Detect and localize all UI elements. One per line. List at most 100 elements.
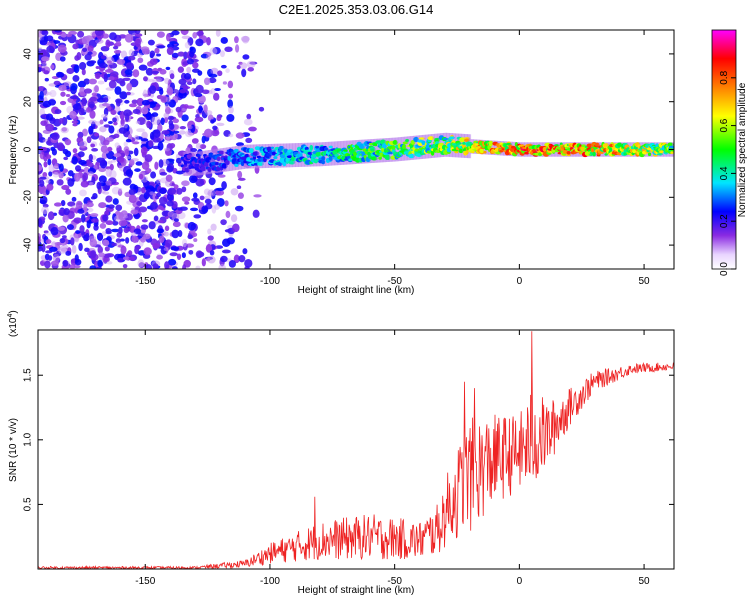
heatmap-cell <box>240 35 250 42</box>
colorbar-tick-label: 0.4 <box>719 166 730 180</box>
heatmap-cell <box>100 113 109 119</box>
heatmap-cell <box>228 106 234 114</box>
heatmap-cell <box>144 154 153 163</box>
heatmap-cell <box>38 235 41 245</box>
heatmap-cell <box>123 141 128 147</box>
heatmap-cell <box>592 151 596 157</box>
heatmap-cell <box>89 96 97 102</box>
heatmap-cell <box>493 140 497 156</box>
heatmap-cell <box>38 132 43 141</box>
heatmap-cell <box>127 55 136 61</box>
heatmap-cell <box>126 83 133 91</box>
heatmap-cell <box>88 125 94 135</box>
heatmap-cell <box>368 142 374 146</box>
heatmap-cell <box>40 120 48 126</box>
heatmap-cell <box>169 41 178 45</box>
heatmap-cell <box>617 142 623 147</box>
heatmap-cell <box>199 195 205 201</box>
heatmap-cell <box>88 153 93 162</box>
heatmap-cell <box>70 237 75 246</box>
heatmap-cell <box>138 206 148 213</box>
heatmap-cell <box>246 113 252 120</box>
heatmap-cell <box>226 113 235 122</box>
heatmap-cell <box>479 148 485 154</box>
heatmap-cell <box>250 144 253 169</box>
heatmap-cell <box>149 131 155 140</box>
heatmap-cell <box>163 231 169 237</box>
heatmap-cell <box>47 99 57 106</box>
heatmap-cell <box>130 209 139 215</box>
heatmap-cell <box>171 266 178 269</box>
heatmap-cell <box>224 200 229 207</box>
heatmap-cell <box>114 142 120 148</box>
heatmap-cell <box>78 107 85 116</box>
heatmap-cell <box>67 170 74 177</box>
heatmap-cell <box>238 254 246 263</box>
heatmap-cell <box>60 200 66 207</box>
heatmap-cell <box>169 252 178 257</box>
heatmap-cell <box>218 263 227 269</box>
heatmap-cell <box>211 149 214 174</box>
heatmap-cell <box>195 178 205 187</box>
heatmap-cell <box>145 167 152 174</box>
heatmap-cell <box>71 120 79 124</box>
heatmap-cell <box>103 103 111 107</box>
heatmap-cell <box>172 221 181 228</box>
heatmap-cell <box>161 130 170 135</box>
heatmap-cell <box>77 30 85 38</box>
heatmap-cell <box>243 118 253 126</box>
heatmap-cell <box>161 210 169 217</box>
heatmap-cell <box>488 140 494 146</box>
heatmap-cell <box>189 175 198 184</box>
heatmap-cell <box>126 91 131 96</box>
heatmap-cell <box>71 156 78 165</box>
heatmap-cell <box>235 132 245 139</box>
heatmap-cell <box>190 148 198 153</box>
heatmap-cell <box>151 112 159 117</box>
heatmap-cell <box>204 161 210 168</box>
heatmap-cell <box>87 45 94 52</box>
heatmap-cell <box>82 128 88 137</box>
heatmap-cell <box>39 199 47 204</box>
heatmap-cell <box>39 108 46 117</box>
heatmap-cell <box>115 99 121 107</box>
snr-x-axis-label: Height of straight line (km) <box>298 585 415 596</box>
heatmap-cell <box>166 46 174 56</box>
heatmap-cell <box>135 120 141 125</box>
heatmap-cell <box>112 117 117 123</box>
heatmap-cell <box>77 208 85 214</box>
heatmap-cell <box>143 247 152 256</box>
heatmap-cell <box>63 207 70 216</box>
heatmap-cell <box>116 58 126 65</box>
heatmap-cell <box>136 201 143 207</box>
heatmap-cell <box>64 138 72 146</box>
heatmap-cell <box>90 196 96 200</box>
heatmap-cell <box>222 81 228 85</box>
heatmap-cell <box>211 205 217 214</box>
heatmap-cell <box>184 167 190 173</box>
heatmap-cell <box>102 239 110 247</box>
heatmap-cell <box>181 114 189 122</box>
heatmap-cell <box>85 107 92 113</box>
heatmap-cell <box>212 149 216 174</box>
heatmap-cell <box>108 121 113 125</box>
heatmap-cell <box>110 228 120 233</box>
heatmap-cell <box>524 151 530 155</box>
heatmap-cell <box>156 228 165 234</box>
heatmap-cell <box>434 139 441 142</box>
heatmap-cell <box>38 184 47 194</box>
heatmap-cell <box>167 187 177 195</box>
heatmap-cell <box>271 149 277 153</box>
heatmap-cell <box>96 181 102 190</box>
heatmap-cell <box>137 259 145 268</box>
heatmap-cell <box>182 264 187 269</box>
snr-scale-label: (x104) <box>7 310 19 337</box>
heatmap-cell <box>47 136 52 145</box>
heatmap-cell <box>113 153 122 158</box>
heatmap-cell <box>128 194 137 204</box>
heatmap-cell <box>78 242 83 252</box>
heatmap-cell <box>217 70 223 77</box>
snr-y-axis-label: SNR (10 * v/v) <box>8 418 19 482</box>
heatmap-cell <box>48 246 58 252</box>
heatmap-cell <box>127 250 133 256</box>
